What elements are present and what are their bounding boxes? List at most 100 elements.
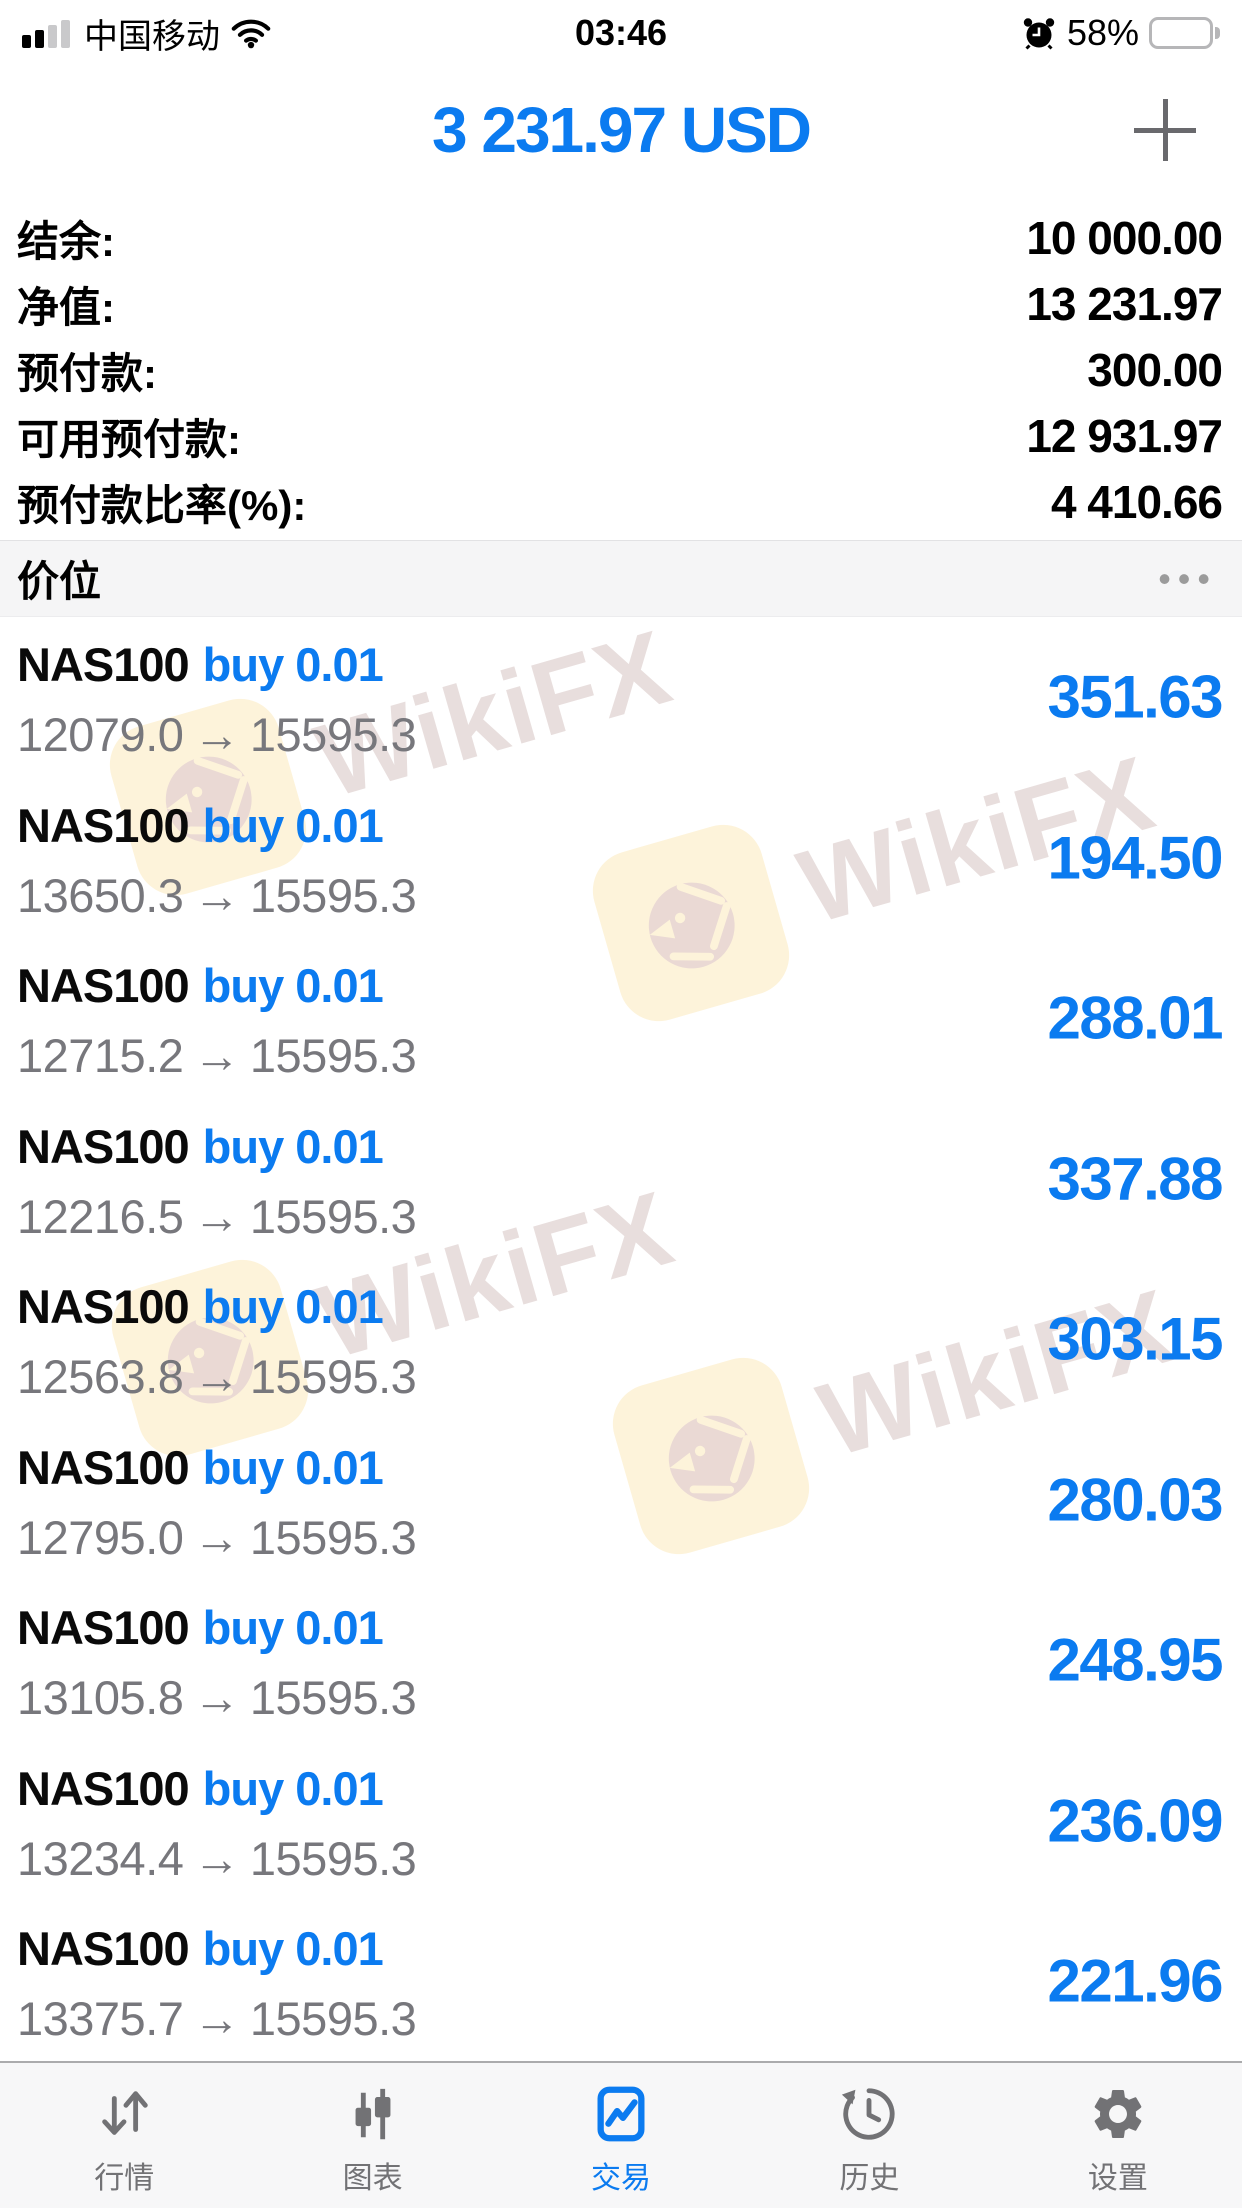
open-price: 12563.8 xyxy=(17,1350,184,1403)
position-row[interactable]: NAS100 buy 0.01 13105.8 → 15595.3 248.95 xyxy=(0,1580,1242,1741)
account-row-margin-level: 预付款比率(%): 4 410.66 xyxy=(0,469,1242,535)
arrow-icon: → xyxy=(193,1510,240,1564)
positions-list: WikiFX WikiFX xyxy=(0,617,1242,2061)
bottom-tab-bar: 行情 图表 交易 xyxy=(0,2061,1242,2208)
symbol-label: NAS100 xyxy=(17,1280,190,1333)
current-price: 15595.3 xyxy=(249,1510,417,1564)
quotes-arrows-icon xyxy=(93,2079,155,2149)
symbol-label: NAS100 xyxy=(17,638,190,691)
arrow-icon: → xyxy=(193,1831,240,1885)
account-row-label: 结余: xyxy=(17,217,115,265)
position-row[interactable]: NAS100 buy 0.01 13650.3 → 15595.3 194.50 xyxy=(0,778,1242,939)
symbol-label: NAS100 xyxy=(17,1119,190,1173)
position-row[interactable]: NAS100 buy 0.01 12715.2 → 15595.3 288.01 xyxy=(0,938,1242,1099)
position-row[interactable]: NAS100 buy 0.01 12079.0 → 15595.3 351.63 xyxy=(0,617,1242,778)
carrier-label: 中国移动 xyxy=(84,17,220,56)
trade-side-volume: buy 0.01 xyxy=(202,1922,384,1975)
open-price: 12216.5 xyxy=(17,1189,184,1243)
account-row-free-margin: 可用预付款: 12 931.97 xyxy=(0,403,1242,469)
account-row-equity: 净值: 13 231.97 xyxy=(0,271,1242,337)
arrow-icon: → xyxy=(193,868,240,922)
current-price: 15595.3 xyxy=(249,1992,417,2045)
profit-value: 194.50 xyxy=(1047,824,1223,892)
tab-label: 交易 xyxy=(591,2162,652,2195)
symbol-label: NAS100 xyxy=(17,798,190,852)
trade-side-volume: buy 0.01 xyxy=(202,1280,384,1333)
alarm-icon xyxy=(1021,15,1057,51)
open-price: 12715.2 xyxy=(17,1029,184,1082)
symbol-label: NAS100 xyxy=(17,1922,190,1975)
symbol-label: NAS100 xyxy=(17,959,190,1012)
tab-label: 行情 xyxy=(94,2162,155,2195)
tab-label: 图表 xyxy=(342,2162,403,2195)
open-price: 12079.0 xyxy=(17,708,184,761)
positions-section-header: 价位 ••• xyxy=(0,540,1242,617)
clock-label: 03:46 xyxy=(574,12,668,53)
symbol-label: NAS100 xyxy=(17,1761,190,1815)
current-price: 15595.3 xyxy=(249,1671,417,1724)
battery-percent-label: 58% xyxy=(1066,12,1139,53)
trade-side-volume: buy 0.01 xyxy=(202,1119,384,1173)
tab-label: 历史 xyxy=(839,2162,900,2195)
trade-side-volume: buy 0.01 xyxy=(202,638,384,691)
current-price: 15595.3 xyxy=(249,868,417,922)
account-row-label: 可用预付款: xyxy=(17,415,241,463)
account-profit-title: 3 231.97 USD xyxy=(431,94,812,166)
tab-quotes[interactable]: 行情 xyxy=(0,2063,248,2208)
signal-strength-icon xyxy=(22,18,70,48)
trade-side-volume: buy 0.01 xyxy=(202,959,384,1012)
more-options-button[interactable]: ••• xyxy=(1158,557,1217,599)
account-row-value: 4 410.66 xyxy=(1050,476,1223,528)
profit-value: 280.03 xyxy=(1047,1466,1223,1534)
wifi-icon xyxy=(230,17,272,49)
account-row-value: 13 231.97 xyxy=(1026,278,1223,330)
position-row[interactable]: NAS100 buy 0.01 12216.5 → 15595.3 337.88 xyxy=(0,1099,1242,1260)
open-price: 12795.0 xyxy=(17,1510,184,1564)
new-order-plus-button[interactable] xyxy=(1134,99,1196,161)
profit-value: 303.15 xyxy=(1047,1305,1223,1373)
current-price: 15595.3 xyxy=(249,1831,417,1885)
open-price: 13234.4 xyxy=(17,1831,184,1885)
battery-icon xyxy=(1149,17,1220,49)
open-price: 13105.8 xyxy=(17,1671,184,1724)
arrow-icon: → xyxy=(193,1350,240,1403)
header: 3 231.97 USD xyxy=(0,60,1242,200)
position-row[interactable]: NAS100 buy 0.01 13234.4 → 15595.3 236.09 xyxy=(0,1741,1242,1902)
account-row-label: 预付款比率(%): xyxy=(17,481,307,529)
profit-value: 221.96 xyxy=(1047,1947,1223,2015)
tab-history[interactable]: 历史 xyxy=(745,2063,993,2208)
current-price: 15595.3 xyxy=(249,1350,417,1403)
position-row[interactable]: NAS100 buy 0.01 12795.0 → 15595.3 280.03 xyxy=(0,1420,1242,1581)
open-price: 13650.3 xyxy=(17,868,184,922)
account-row-margin: 预付款: 300.00 xyxy=(0,337,1242,403)
arrow-icon: → xyxy=(193,1029,240,1082)
status-bar: 中国移动 03:46 58% xyxy=(0,0,1242,60)
account-row-balance: 结余: 10 000.00 xyxy=(0,205,1242,271)
trade-side-volume: buy 0.01 xyxy=(202,1761,384,1815)
tab-label: 设置 xyxy=(1087,2162,1148,2195)
history-clock-icon xyxy=(838,2079,900,2149)
tab-settings[interactable]: 设置 xyxy=(994,2063,1242,2208)
profit-value: 288.01 xyxy=(1047,984,1223,1052)
current-price: 15595.3 xyxy=(249,708,417,761)
candlestick-chart-icon xyxy=(342,2079,404,2149)
trade-side-volume: buy 0.01 xyxy=(202,1601,384,1654)
account-row-value: 12 931.97 xyxy=(1026,410,1223,462)
current-price: 15595.3 xyxy=(249,1029,417,1082)
arrow-icon: → xyxy=(193,1189,240,1243)
position-row[interactable]: NAS100 buy 0.01 12563.8 → 15595.3 303.15 xyxy=(0,1259,1242,1420)
profit-value: 236.09 xyxy=(1047,1787,1223,1855)
account-row-label: 预付款: xyxy=(17,349,157,397)
arrow-icon: → xyxy=(193,708,240,761)
symbol-label: NAS100 xyxy=(17,1440,190,1494)
account-row-label: 净值: xyxy=(17,283,115,331)
tab-charts[interactable]: 图表 xyxy=(248,2063,496,2208)
trade-side-volume: buy 0.01 xyxy=(202,798,384,852)
trade-side-volume: buy 0.01 xyxy=(202,1440,384,1494)
account-summary: 结余: 10 000.00 净值: 13 231.97 预付款: 300.00 … xyxy=(0,200,1242,535)
position-row[interactable]: NAS100 buy 0.01 13375.7 → 15595.3 221.96 xyxy=(0,1901,1242,2061)
tab-trade[interactable]: 交易 xyxy=(497,2063,745,2208)
account-row-value: 10 000.00 xyxy=(1026,212,1223,264)
arrow-icon: → xyxy=(193,1992,240,2045)
